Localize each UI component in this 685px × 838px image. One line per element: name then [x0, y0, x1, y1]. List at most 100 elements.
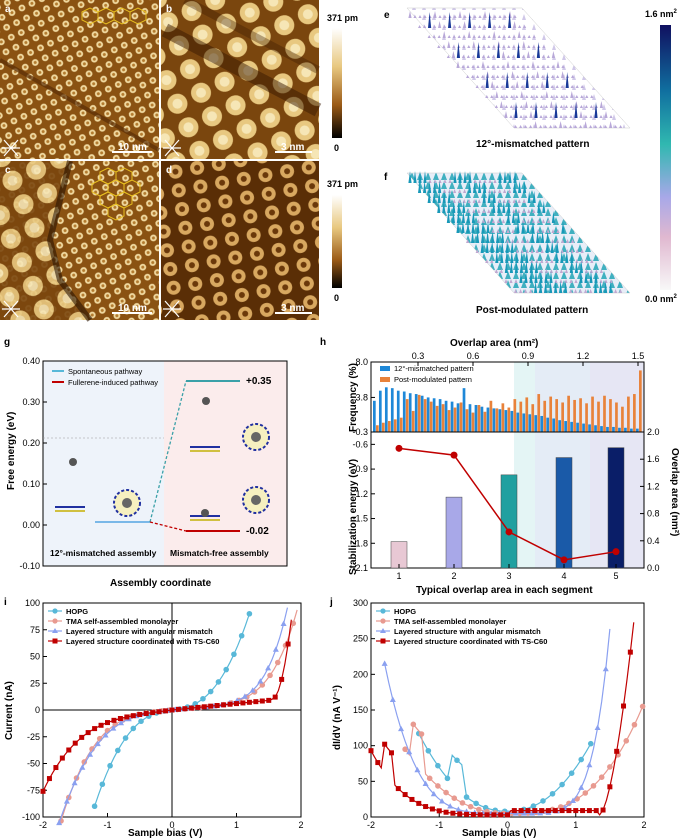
overlap-spike [594, 271, 598, 283]
overlap-spike [512, 209, 516, 213]
ytick-label: -75 [27, 785, 40, 795]
overlap-spike [443, 25, 447, 28]
j-tma-marker [639, 703, 646, 710]
j-tsc60-marker [593, 808, 599, 814]
i-hopg-marker [246, 610, 253, 617]
overlap-spike [526, 239, 530, 243]
j-tma-marker [467, 803, 474, 810]
overlap-spike [609, 281, 613, 293]
overlap-spike [427, 35, 431, 38]
g-ytick-label: 0.30 [22, 397, 40, 407]
overlap-spike [492, 201, 496, 213]
h-top-bar-modulated [501, 403, 505, 432]
overlap-spike [481, 61, 485, 68]
overlap-spike [511, 239, 515, 243]
overlap-spike [472, 35, 476, 38]
overlap-spike [545, 72, 549, 88]
overlap-spike [604, 279, 608, 283]
panel-b [161, 0, 322, 159]
h-top-bar-modulated [489, 400, 493, 432]
overlap-spike [530, 259, 534, 263]
h-top-bar-modulated [615, 402, 618, 432]
overlap-spike [437, 35, 441, 38]
overlap-spike [482, 191, 486, 203]
overlap-spike [413, 15, 417, 18]
overlap-spike [498, 15, 502, 18]
xtick-label: -1 [435, 820, 443, 830]
overlap-spike [494, 269, 498, 273]
overlap-spike [423, 171, 427, 183]
overlap-spike [458, 189, 462, 193]
h-bottom-ylabel: Stabilization energy (eV) [348, 459, 359, 575]
overlap-spike [599, 279, 603, 283]
overlap-spike [569, 125, 573, 128]
j-hopg-marker [463, 794, 470, 800]
h-overlap-point [450, 451, 458, 459]
i-hopg-marker [107, 762, 113, 769]
j-tsc60-marker [443, 809, 449, 815]
h-top-bar-modulated [597, 401, 600, 432]
overlap-spike [462, 199, 466, 203]
overlap-spike [457, 201, 461, 213]
overlap-spike [550, 259, 554, 263]
overlap-spike [453, 189, 457, 193]
h-y2tick-label: 2.0 [647, 427, 660, 437]
overlap-spike [418, 171, 422, 183]
overlap-spike [570, 249, 574, 253]
overlap-spike [517, 199, 521, 203]
overlap-spike [524, 125, 528, 128]
overlap-spike [471, 211, 475, 223]
overlap-spike [502, 45, 506, 48]
overlap-spike [447, 201, 451, 213]
overlap-spike [524, 101, 528, 108]
overlap-spike [525, 95, 529, 98]
legend-label: Layered structure coordinated with TS-C6… [394, 637, 547, 646]
overlap-spike [579, 105, 583, 108]
i-tsc60-marker [40, 788, 46, 794]
overlap-spike [523, 25, 527, 28]
i-tsc60-marker [272, 694, 278, 700]
h-top-bar-mismatched [402, 391, 406, 432]
j-angular-marker [398, 725, 405, 732]
i-tsc60-marker [240, 700, 246, 706]
overlap-spike [466, 75, 470, 78]
panel-e [406, 7, 631, 129]
stm-colorbar-min: 0 [334, 143, 339, 153]
j-hopg-marker [473, 800, 479, 807]
ytick-label: 250 [353, 634, 368, 644]
overlap-spike [483, 25, 487, 28]
ytick-label: 75 [30, 625, 40, 635]
overlap-spike [590, 259, 594, 263]
overlap-spike [560, 251, 564, 263]
overlap-spike [512, 199, 516, 203]
overlap-spike [485, 241, 489, 253]
overlap-spike [508, 171, 512, 183]
overlap-spike [534, 261, 538, 273]
overlap-spike [530, 95, 534, 98]
overlap-spike [501, 75, 505, 78]
overlap-spike [541, 75, 545, 78]
overlap-spike [559, 121, 563, 128]
panel-c-letter: c [5, 165, 11, 176]
overlap-spike [491, 219, 495, 223]
overlap-spike [472, 209, 476, 213]
xtick-label: 1 [234, 820, 239, 830]
panel-d-scale: 3 nm [281, 303, 304, 314]
overlap-spike [524, 289, 528, 293]
overlap-spike [490, 95, 494, 98]
j-tsc60-marker [388, 750, 394, 756]
h-top-bar-mismatched [540, 415, 544, 432]
h-top-legend-1: 12°-mismatched pattern [394, 364, 474, 373]
h-top-bar-mismatched [516, 412, 520, 432]
overlap-spike [418, 25, 422, 28]
h-top-bar-modulated [537, 394, 541, 432]
i-tsc60-marker [246, 699, 252, 705]
j-tma-marker [590, 783, 597, 789]
overlap-spike [599, 101, 603, 108]
h-top-bar-modulated [411, 410, 415, 432]
i-angular-marker [87, 751, 94, 757]
overlap-spike [490, 241, 494, 253]
j-tma-marker [566, 800, 572, 807]
h-top-bar-mismatched [582, 423, 585, 432]
overlap-spike [510, 95, 514, 98]
